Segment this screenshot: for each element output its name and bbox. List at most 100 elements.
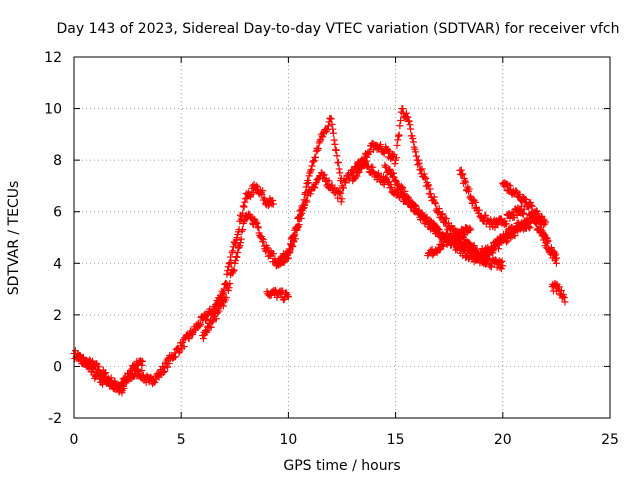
data-point-interp xyxy=(442,215,450,223)
data-point-interp xyxy=(369,163,377,171)
data-point-interp xyxy=(195,321,203,329)
data-point-interp xyxy=(417,166,425,174)
y-tick-label: 12 xyxy=(44,50,62,66)
data-point-interp xyxy=(397,117,405,125)
data-point-interp xyxy=(232,253,240,261)
data-point-interp xyxy=(309,158,317,166)
data-point-interp xyxy=(407,125,415,133)
data-point-interp xyxy=(303,179,311,187)
data-point-interp xyxy=(175,349,183,357)
data-point-interp xyxy=(281,257,289,265)
data-point-interp xyxy=(489,247,497,255)
data-point xyxy=(242,195,250,203)
data-point-interp xyxy=(439,210,447,218)
data-point-interp xyxy=(319,171,327,179)
data-point-interp xyxy=(328,120,336,128)
data-point-interp xyxy=(401,187,409,195)
data-point-interp xyxy=(385,149,393,157)
data-point-interp xyxy=(159,362,167,370)
data-point-interp xyxy=(497,237,505,245)
data-point-interp xyxy=(254,223,262,231)
x-tick-label: 15 xyxy=(387,432,405,448)
data-point-interp xyxy=(165,360,173,368)
data-point-interp xyxy=(426,185,434,193)
data-point-interp xyxy=(559,292,567,300)
data-point-interp xyxy=(160,364,168,372)
data-point-interp xyxy=(352,174,360,182)
data-point-interp xyxy=(335,165,343,173)
data-point-interp xyxy=(235,243,243,251)
data-point xyxy=(252,182,260,190)
data-point-interp xyxy=(199,335,207,343)
data-point-interp xyxy=(241,198,249,206)
data-point-interp xyxy=(259,187,267,195)
data-point-interp xyxy=(237,239,245,247)
y-axis-label: SDTVAR / TECUs xyxy=(6,181,22,296)
data-point-interp xyxy=(314,176,322,184)
data-point-interp xyxy=(460,235,468,243)
data-point-interp xyxy=(457,166,465,174)
data-point-interp xyxy=(232,240,240,248)
data-point-interp xyxy=(269,196,277,204)
data-point-interp xyxy=(336,190,344,198)
data-point-interp xyxy=(180,343,188,351)
data-point xyxy=(284,293,292,301)
data-point-interp xyxy=(325,177,333,185)
data-point-interp xyxy=(164,363,172,371)
data-point-interp xyxy=(330,136,338,144)
data-point-interp xyxy=(410,201,418,209)
data-point-interp xyxy=(123,377,131,385)
data-point-interp xyxy=(524,218,532,226)
data-point xyxy=(338,195,346,203)
data-point xyxy=(392,177,400,185)
data-point-interp xyxy=(332,146,340,154)
data-point-interp xyxy=(104,376,112,384)
data-point-interp xyxy=(332,146,340,154)
data-point-interp xyxy=(513,211,521,219)
data-point xyxy=(139,357,147,365)
data-point-interp xyxy=(485,249,493,257)
data-point-interp xyxy=(312,153,320,161)
data-point xyxy=(252,218,260,226)
data-point-interp xyxy=(420,170,428,178)
data-point-interp xyxy=(253,220,261,228)
data-point-interp xyxy=(342,179,350,187)
data-point-interp xyxy=(472,198,480,206)
data-point-interp xyxy=(560,294,568,302)
chart-title: Day 143 of 2023, Sidereal Day-to-day VTE… xyxy=(56,21,619,37)
data-point-interp xyxy=(418,209,426,217)
data-point-interp xyxy=(490,243,498,251)
data-point-interp xyxy=(229,247,237,255)
data-point-interp xyxy=(412,148,420,156)
data-point-interp xyxy=(386,147,394,155)
data-point-interp xyxy=(498,257,506,265)
data-point-interp xyxy=(324,122,332,130)
data-point-interp xyxy=(377,141,385,149)
data-point-interp xyxy=(89,365,97,373)
data-point-interp xyxy=(409,138,417,146)
data-point-interp xyxy=(386,165,394,173)
data-point-interp xyxy=(552,254,560,262)
data-point-interp xyxy=(412,152,420,160)
data-point-interp xyxy=(557,287,565,295)
data-point-interp xyxy=(528,202,536,210)
data-point-interp xyxy=(391,186,399,194)
data-point-interp xyxy=(547,244,555,252)
data-point xyxy=(295,213,303,221)
y-tick-label: 2 xyxy=(53,308,62,324)
data-point-interp xyxy=(415,159,423,167)
data-point-interp xyxy=(307,167,315,175)
data-point-interp xyxy=(374,169,382,177)
data-point-interp xyxy=(437,211,445,219)
data-point-interp xyxy=(391,176,399,184)
data-point-interp xyxy=(366,148,374,156)
y-tick-label: 0 xyxy=(53,359,62,375)
data-point xyxy=(327,115,335,123)
data-point-interp xyxy=(432,200,440,208)
data-point-interp xyxy=(533,210,541,218)
data-point-interp xyxy=(203,328,211,336)
data-point-interp xyxy=(196,320,204,328)
data-point xyxy=(499,262,507,270)
data-point-interp xyxy=(395,131,403,139)
data-point xyxy=(188,329,196,337)
